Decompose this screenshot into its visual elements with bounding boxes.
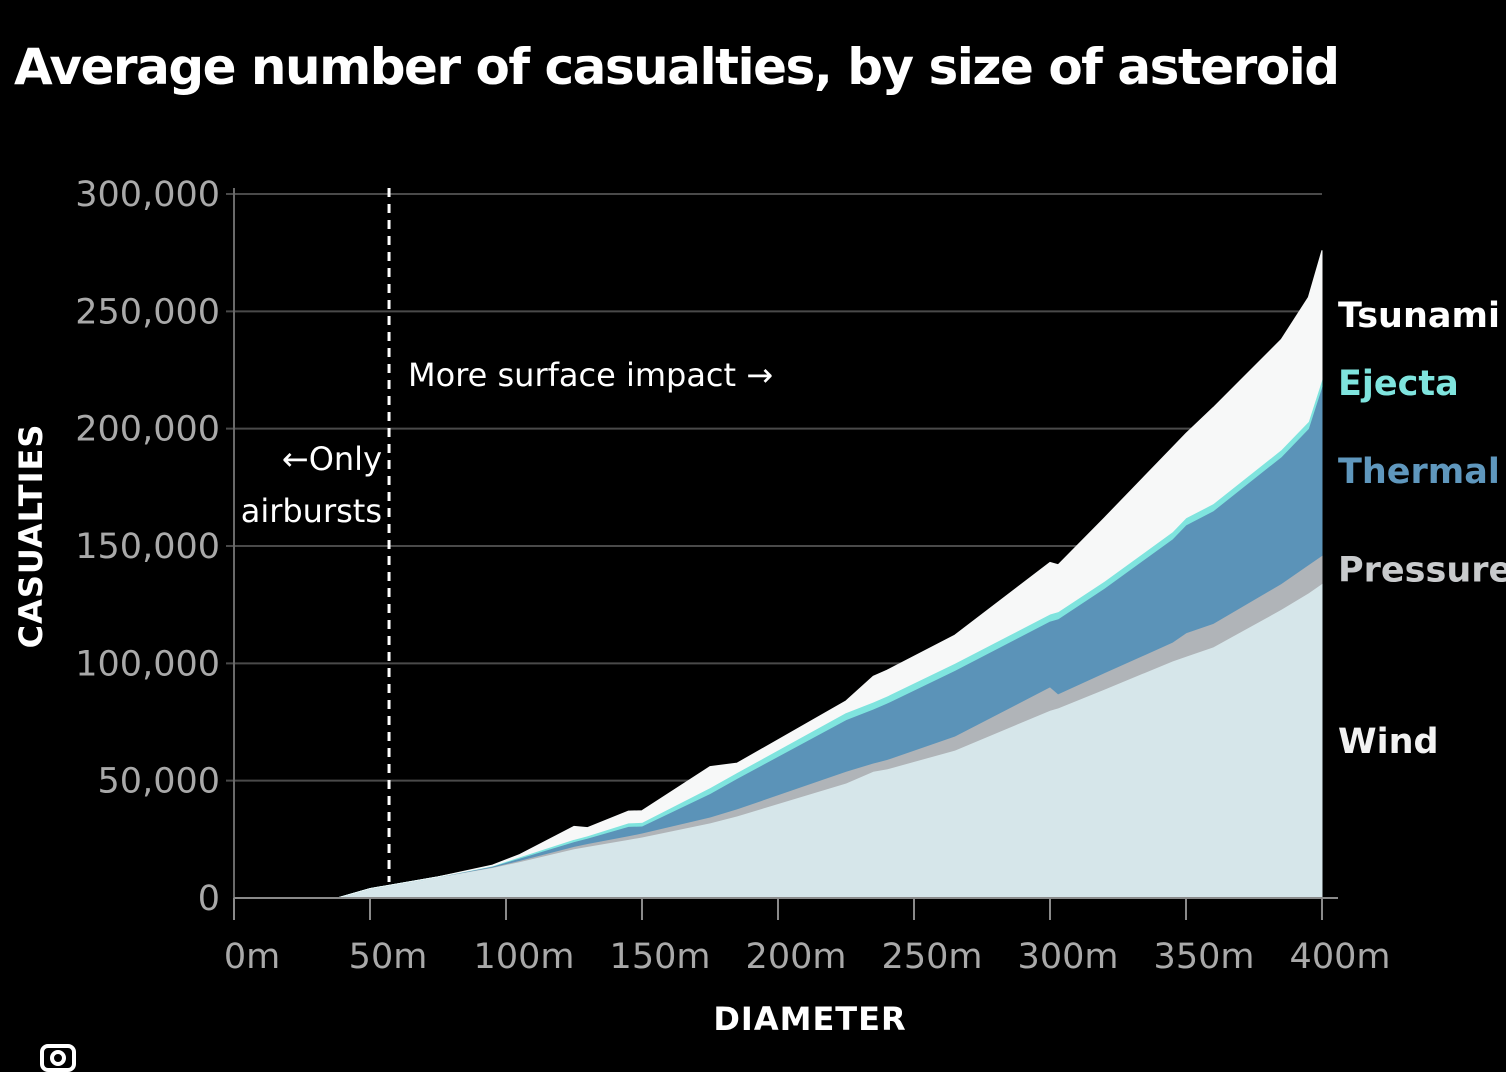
y-tick-label: 50,000 xyxy=(98,762,220,802)
annotation-airbursts: airbursts xyxy=(241,492,382,530)
stacked-areas xyxy=(337,250,1323,899)
series-label-tsunami: Tsunami xyxy=(1338,296,1500,336)
y-tick-label: 0 xyxy=(198,879,220,919)
series-labels: Wind Pressure Thermal Ejecta Tsunami xyxy=(1338,296,1506,762)
series-label-wind: Wind xyxy=(1338,722,1439,762)
annotation-only: ←Only xyxy=(282,440,382,478)
y-tick-label: 200,000 xyxy=(75,410,220,450)
x-tick-label: 0m xyxy=(224,937,280,977)
gridlines xyxy=(226,193,1322,782)
y-tick-label: 250,000 xyxy=(75,292,220,332)
y-tick-label: 150,000 xyxy=(75,527,220,567)
y-axis-title: CASUALTIES xyxy=(12,424,50,649)
annotations: ←Only airbursts More surface impact → xyxy=(241,188,773,882)
x-tick-label: 50m xyxy=(349,937,428,977)
axes: 0 50,000 100,000 150,000 200,000 250,000 300,0… xyxy=(75,175,1390,977)
series-label-ejecta: Ejecta xyxy=(1338,364,1459,404)
y-tick-label: 300,000 xyxy=(75,175,220,215)
x-tick-label: 150m xyxy=(610,937,711,977)
camera-icon xyxy=(40,1044,76,1072)
x-tick-label: 250m xyxy=(882,937,983,977)
series-label-thermal: Thermal xyxy=(1338,452,1500,492)
x-tick-label: 400m xyxy=(1290,937,1391,977)
x-tick-label: 350m xyxy=(1154,937,1255,977)
x-tick-label: 200m xyxy=(746,937,847,977)
y-tick-label: 100,000 xyxy=(75,644,220,684)
chart-title: Average number of casualties, by size of… xyxy=(14,38,1340,96)
x-axis-title: DIAMETER xyxy=(713,1000,906,1038)
annotation-surface-impact: More surface impact → xyxy=(408,356,773,394)
series-label-pressure: Pressure xyxy=(1338,550,1506,590)
area-tsunami xyxy=(337,250,1323,899)
x-tick-label: 100m xyxy=(474,937,575,977)
x-tick-label: 300m xyxy=(1018,937,1119,977)
